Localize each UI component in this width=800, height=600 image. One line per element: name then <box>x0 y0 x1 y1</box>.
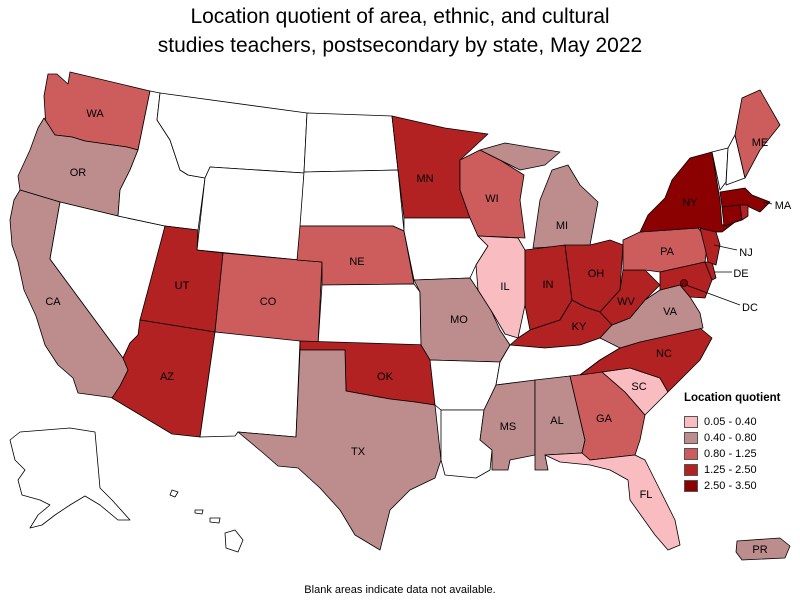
title-line-2: studies teachers, postsecondary by state… <box>157 34 643 57</box>
legend-label: 2.50 - 3.50 <box>704 480 757 492</box>
label-sc: SC <box>631 381 646 393</box>
state-labels: WA OR CA UT AZ CO NE OK TX MN MO WI IL M… <box>45 108 792 556</box>
label-mn: MN <box>416 173 433 185</box>
label-il: IL <box>500 281 509 293</box>
state-ri[interactable] <box>739 204 749 221</box>
state-ny[interactable] <box>639 151 736 233</box>
label-in: IN <box>543 279 554 291</box>
state-hi[interactable] <box>169 489 244 553</box>
label-wa: WA <box>86 108 104 120</box>
label-co: CO <box>260 296 277 308</box>
label-me: ME <box>752 137 769 149</box>
state-mt[interactable] <box>156 92 308 179</box>
legend-swatch <box>684 448 698 460</box>
label-ga: GA <box>596 413 613 425</box>
label-az: AZ <box>160 371 174 383</box>
state-pr[interactable] <box>735 537 791 561</box>
legend-label: 0.05 - 0.40 <box>704 416 757 428</box>
legend-item: 0.05 - 0.40 <box>684 414 796 430</box>
legend-items: 0.05 - 0.40 0.40 - 0.80 0.80 - 1.25 1.25… <box>684 414 796 494</box>
leader-lines <box>685 201 773 306</box>
label-dc: DC <box>742 302 758 314</box>
hawaii-islands <box>169 489 244 553</box>
state-sd[interactable] <box>299 169 405 232</box>
label-al: AL <box>550 415 563 427</box>
state-fl[interactable] <box>544 452 681 551</box>
legend-title: Location quotient <box>684 392 781 404</box>
label-ne: NE <box>349 256 364 268</box>
legend-item: 1.25 - 2.50 <box>684 462 796 478</box>
legend-label: 0.40 - 0.80 <box>704 432 757 444</box>
legend-label: 0.80 - 1.25 <box>704 448 757 460</box>
state-ak[interactable] <box>9 427 131 529</box>
state-ks[interactable] <box>317 283 422 346</box>
state-nm[interactable] <box>199 331 301 438</box>
footnote: Blank areas indicate data not available. <box>304 584 496 596</box>
label-fl: FL <box>640 489 653 501</box>
legend-swatch <box>684 464 698 476</box>
state-ct[interactable] <box>721 204 743 227</box>
label-ca: CA <box>45 296 61 308</box>
map-title: Location quotient of area, ethnic, and c… <box>60 2 740 60</box>
label-wv: WV <box>617 296 635 308</box>
legend-label: 1.25 - 2.50 <box>704 464 757 476</box>
legend-item: 0.80 - 1.25 <box>684 446 796 462</box>
state-me[interactable] <box>734 89 781 179</box>
label-pr: PR <box>752 544 767 556</box>
state-tx[interactable] <box>237 349 442 551</box>
label-wi: WI <box>485 193 498 205</box>
label-mo: MO <box>450 314 468 326</box>
legend-swatch <box>684 432 698 444</box>
label-mi: MI <box>556 220 568 232</box>
label-de: DE <box>733 268 748 280</box>
label-nc: NC <box>656 348 672 360</box>
label-or: OR <box>70 167 87 179</box>
label-ut: UT <box>175 280 190 292</box>
state-il[interactable] <box>475 235 526 339</box>
state-nd[interactable] <box>303 112 399 173</box>
label-tx: TX <box>351 446 366 458</box>
legend-item: 0.40 - 0.80 <box>684 430 796 446</box>
title-line-1: Location quotient of area, ethnic, and c… <box>190 5 610 28</box>
state-dc[interactable] <box>680 279 688 287</box>
label-pa: PA <box>660 246 675 258</box>
label-ky: KY <box>572 321 587 333</box>
legend-swatch <box>684 480 698 492</box>
label-va: VA <box>663 306 678 318</box>
state-wy[interactable] <box>196 166 305 261</box>
legend-item: 2.50 - 3.50 <box>684 478 796 494</box>
legend-swatch <box>684 416 698 428</box>
label-ok: OK <box>377 371 394 383</box>
state-mi[interactable] <box>479 142 599 249</box>
label-ma: MA <box>775 200 792 212</box>
label-ms: MS <box>500 421 517 433</box>
legend: Location quotient 0.05 - 0.40 0.40 - 0.8… <box>684 392 796 494</box>
label-ny: NY <box>682 197 698 209</box>
label-oh: OH <box>588 268 605 280</box>
label-nj: NJ <box>739 247 752 259</box>
